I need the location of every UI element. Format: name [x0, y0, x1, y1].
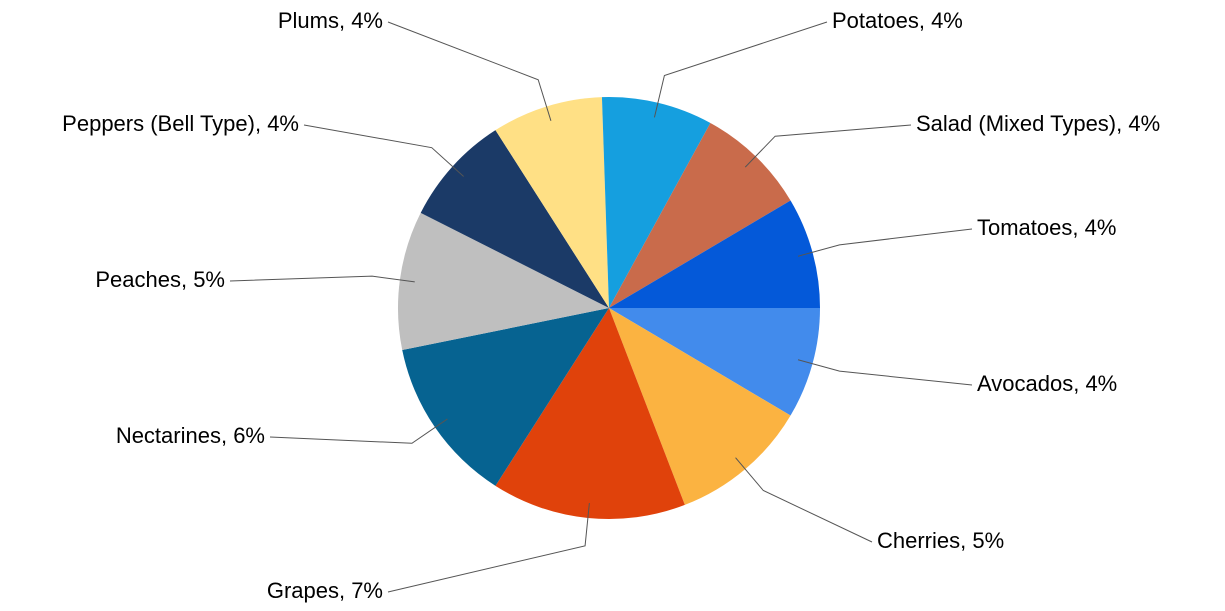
data-label: Peaches, 5%: [95, 267, 225, 292]
leader-line: [653, 21, 828, 118]
data-label: Nectarines, 6%: [116, 423, 265, 448]
pie-slice: [609, 308, 820, 416]
pie-slice: [601, 96, 711, 308]
pie-slice: [609, 308, 791, 505]
leader-line: [744, 124, 912, 168]
data-label: Salad (Mixed Types), 4%: [916, 111, 1160, 136]
leader-line: [269, 418, 448, 444]
leader-line: [303, 124, 464, 177]
leader-line: [735, 457, 873, 543]
pie-slice: [609, 122, 791, 308]
leader-line: [797, 228, 973, 257]
data-label: Cherries, 5%: [877, 528, 1004, 553]
data-label: Tomatoes, 4%: [977, 215, 1116, 240]
pie-slice: [398, 212, 609, 351]
leader-line: [229, 275, 415, 283]
leader-line: [387, 21, 552, 121]
data-label: Plums, 4%: [278, 8, 383, 33]
leader-line: [797, 359, 973, 386]
pie-slice: [402, 308, 609, 486]
leader-line: [387, 502, 590, 593]
pie-slice: [609, 200, 820, 308]
pie-slice: [495, 308, 685, 519]
pie-slice: [495, 97, 609, 308]
data-label: Potatoes, 4%: [832, 8, 963, 33]
data-label: Grapes, 7%: [267, 578, 383, 603]
pie-slice: [420, 130, 609, 308]
data-label: Avocados, 4%: [977, 371, 1117, 396]
data-label: Peppers (Bell Type), 4%: [62, 111, 299, 136]
